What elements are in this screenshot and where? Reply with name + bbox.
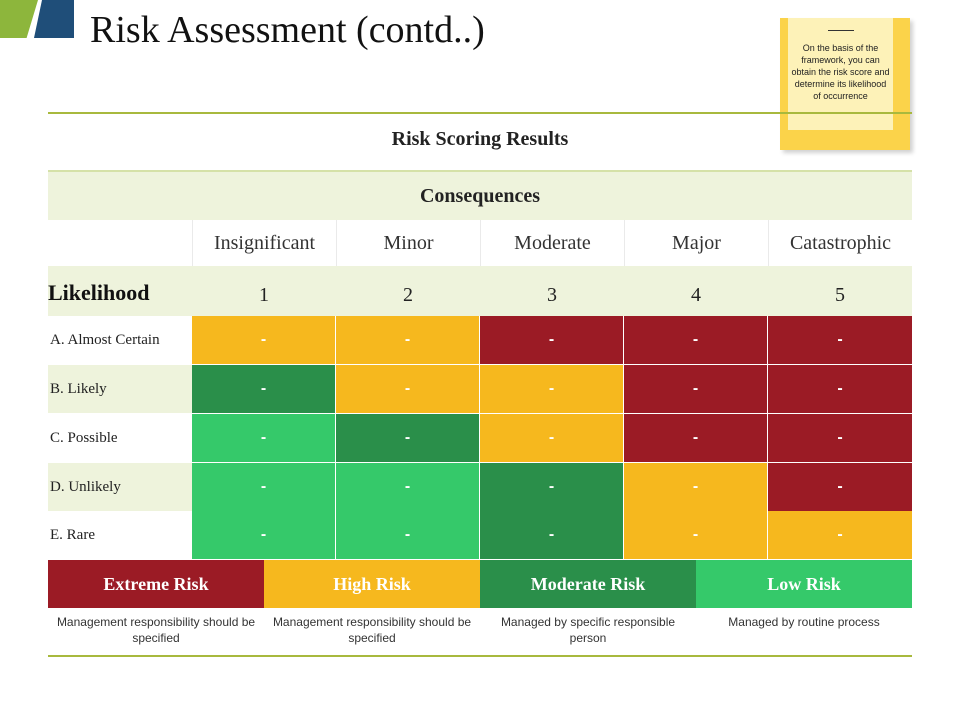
- risk-cell: -: [336, 463, 480, 512]
- risk-cell: -: [624, 414, 768, 463]
- consequence-header: Moderate: [480, 220, 624, 266]
- score-label: 1: [259, 284, 269, 306]
- sticky-note-paper: On the basis of the framework, you can o…: [788, 18, 893, 130]
- score-row-background: [48, 266, 912, 316]
- sticky-note: On the basis of the framework, you can o…: [780, 18, 910, 150]
- sticky-note-text: On the basis of the framework, you can o…: [791, 43, 890, 101]
- consequence-header: Catastrophic: [768, 220, 912, 266]
- risk-cell: -: [624, 365, 768, 414]
- legend-extreme-description: Management responsibility should be spec…: [56, 615, 256, 645]
- corner-accent-blue: [34, 0, 74, 38]
- risk-cell: -: [768, 414, 912, 463]
- risk-cell: -: [480, 511, 624, 560]
- score-label: 4: [691, 284, 701, 306]
- sticky-note-dash: [828, 30, 854, 31]
- corner-accent-green: [0, 0, 38, 38]
- likelihood-header: Likelihood: [48, 280, 150, 305]
- risk-cell: -: [336, 316, 480, 365]
- risk-cell: -: [480, 365, 624, 414]
- legend-high-description: Management responsibility should be spec…: [272, 615, 472, 645]
- risk-cell: -: [336, 511, 480, 560]
- risk-cell: -: [768, 511, 912, 560]
- risk-cell: -: [624, 316, 768, 365]
- risk-cell: -: [192, 463, 336, 512]
- risk-cell: -: [768, 316, 912, 365]
- risk-cell: -: [336, 414, 480, 463]
- legend-moderate-risk: Moderate Risk: [480, 560, 696, 608]
- legend-low-risk: Low Risk: [696, 560, 912, 608]
- risk-cell: -: [624, 463, 768, 512]
- score-label: 3: [547, 284, 557, 306]
- likelihood-label: A. Almost Certain: [50, 332, 160, 348]
- likelihood-label: C. Possible: [50, 430, 118, 446]
- legend-low-description: Managed by routine process: [728, 615, 880, 629]
- risk-cell: -: [192, 414, 336, 463]
- table-top-rule: [48, 112, 912, 114]
- likelihood-label: B. Likely: [48, 365, 192, 413]
- consequence-header: Major: [624, 220, 768, 266]
- risk-cell: -: [192, 365, 336, 414]
- score-label: 5: [835, 284, 845, 306]
- risk-cell: -: [480, 414, 624, 463]
- risk-cell: -: [336, 365, 480, 414]
- risk-cell: -: [624, 511, 768, 560]
- risk-cell: -: [768, 463, 912, 512]
- risk-cell: -: [480, 316, 624, 365]
- legend-extreme-risk: Extreme Risk: [48, 560, 264, 608]
- consequence-header: Insignificant: [192, 220, 336, 266]
- consequence-header: Minor: [336, 220, 480, 266]
- table-caption: Risk Scoring Results: [391, 128, 569, 150]
- page-title: Risk Assessment (contd..): [90, 9, 485, 51]
- risk-cell: -: [192, 511, 336, 560]
- table-bottom-rule: [48, 655, 912, 657]
- likelihood-label: D. Unlikely: [48, 463, 192, 511]
- risk-cell: -: [768, 365, 912, 414]
- consequences-header: Consequences: [48, 170, 912, 220]
- score-label: 2: [403, 284, 413, 306]
- legend-high-risk: High Risk: [264, 560, 480, 608]
- risk-cell: -: [480, 463, 624, 512]
- likelihood-label: E. Rare: [50, 527, 95, 543]
- risk-cell: -: [192, 316, 336, 365]
- legend-moderate-description: Managed by specific responsible person: [500, 615, 676, 645]
